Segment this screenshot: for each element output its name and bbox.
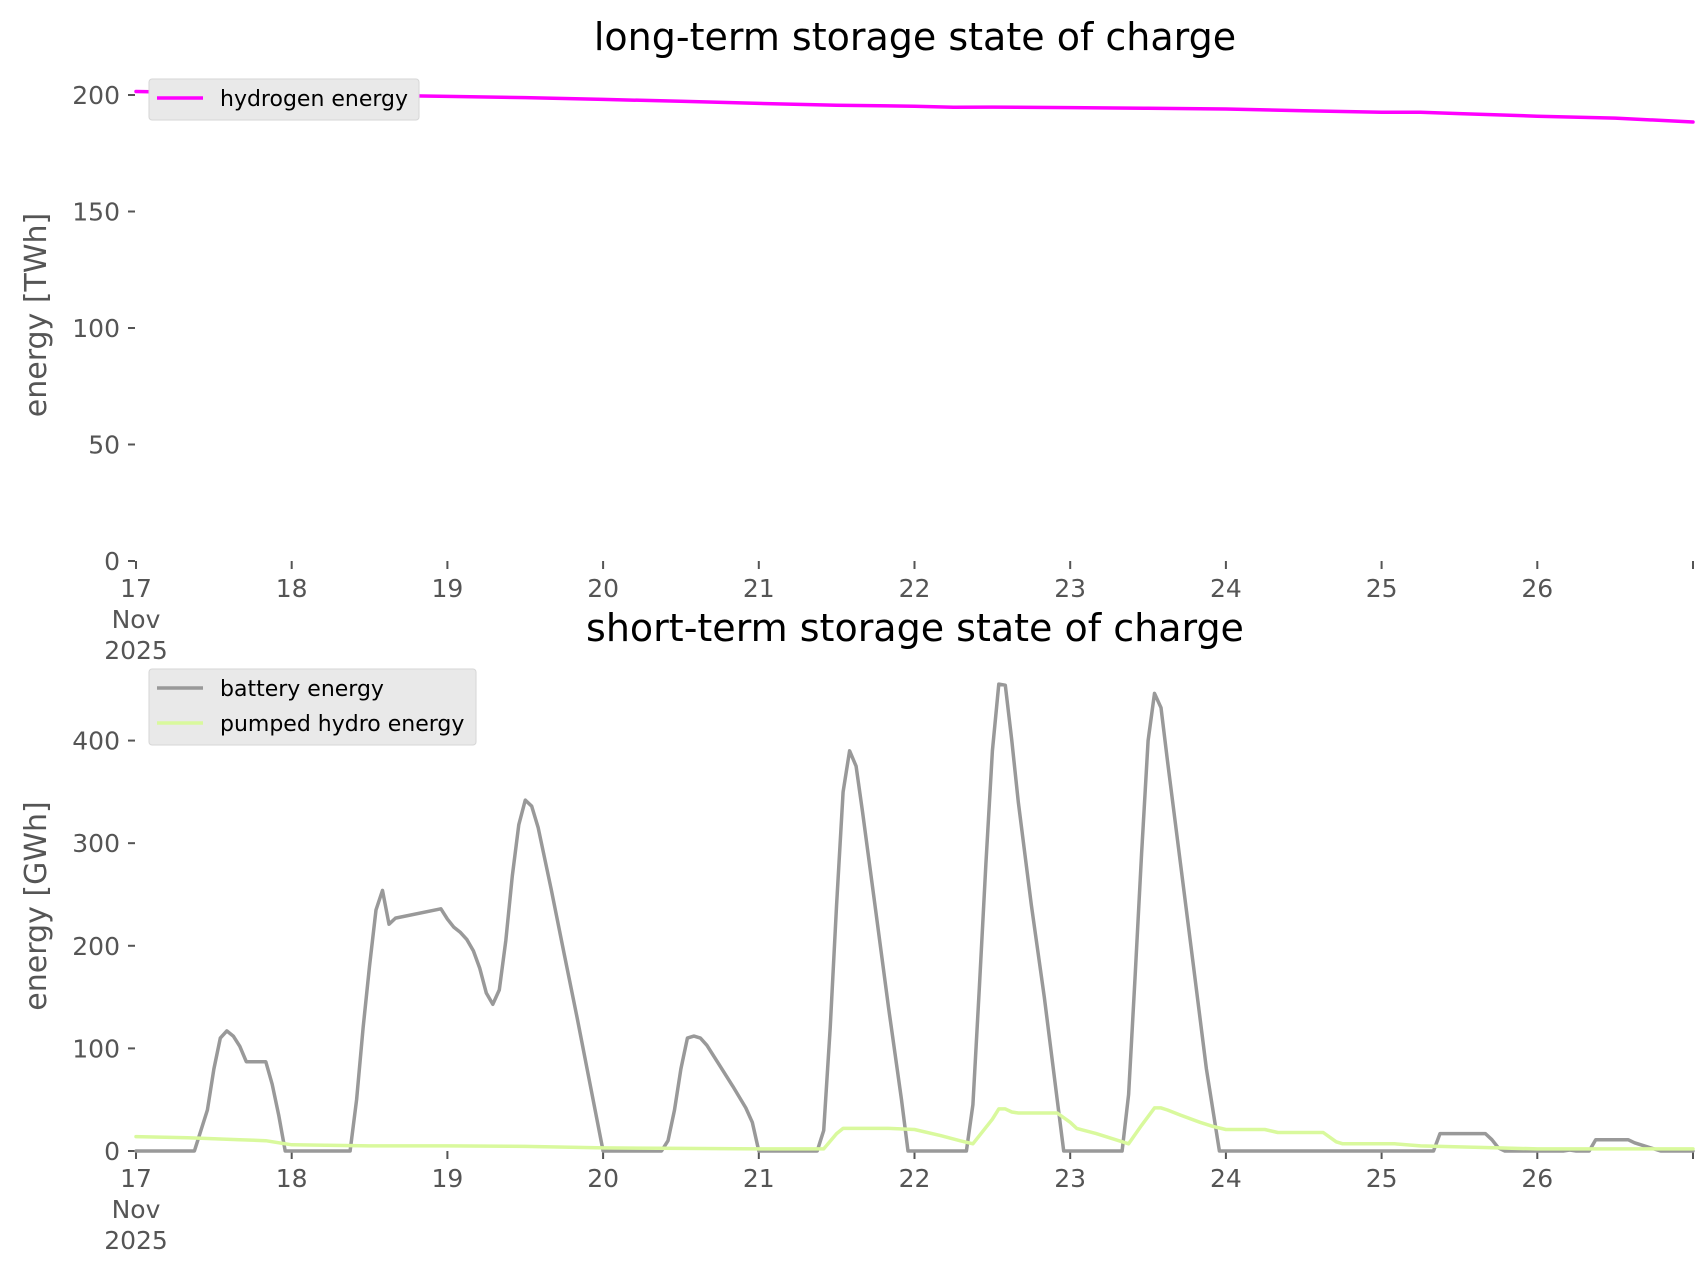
short-term-x-tick-label: Nov <box>112 1195 161 1224</box>
long-term-x-tick-label: 23 <box>1054 574 1086 603</box>
long-term-y-tick-label: 0 <box>104 547 120 576</box>
short-term-x-tick-label: 26 <box>1521 1164 1553 1193</box>
legend-label-pumped-hydro: pumped hydro energy <box>220 712 464 737</box>
short-term-x-tick-label: 23 <box>1054 1164 1086 1193</box>
long-term-y-tick-label: 200 <box>72 81 120 110</box>
short-term-x-tick-label: 17 <box>120 1164 152 1193</box>
short-term-x-tick-label: 19 <box>431 1164 463 1193</box>
long-term-y-ticks: 0 50 100 150 200 <box>72 81 135 576</box>
long-term-series-group <box>134 89 1695 124</box>
long-term-x-tick-label: 21 <box>743 574 775 603</box>
long-term-x-tick-label: Nov <box>112 605 161 634</box>
short-term-y-ticks: 0 100 200 300 400 <box>72 727 135 1166</box>
long-term-x-tick-label: 24 <box>1210 574 1242 603</box>
long-term-x-tick-label: 19 <box>431 574 463 603</box>
short-term-series-battery-energy <box>134 682 1695 1153</box>
short-term-series-group <box>134 682 1695 1153</box>
short-term-panel: short-term storage state of charge energ… <box>19 606 1695 1255</box>
short-term-x-tick-label: 22 <box>899 1164 931 1193</box>
short-term-x-tick-label: 20 <box>587 1164 619 1193</box>
long-term-series-hydrogen-energy <box>134 89 1695 124</box>
short-term-y-tick-label: 0 <box>104 1137 120 1166</box>
short-term-x-tick-label: 2025 <box>104 1226 168 1255</box>
long-term-x-tick-label: 20 <box>587 574 619 603</box>
legend-label-battery: battery energy <box>220 677 384 702</box>
short-term-y-tick-label: 300 <box>72 829 120 858</box>
short-term-legend-box <box>148 668 477 746</box>
long-term-legend-box <box>148 78 420 121</box>
legend-label-hydrogen: hydrogen energy <box>220 87 408 112</box>
short-term-x-tick-label: 24 <box>1210 1164 1242 1193</box>
short-term-x-tick-label: 25 <box>1366 1164 1398 1193</box>
short-term-legend: battery energy pumped hydro energy <box>148 668 477 746</box>
long-term-x-tick-label: 2025 <box>104 636 168 665</box>
short-term-series-pumped-hydro-energy <box>134 1106 1695 1151</box>
long-term-y-axis-label: energy [TWh] <box>19 213 54 417</box>
long-term-x-tick-label: 26 <box>1521 574 1553 603</box>
short-term-chart-title: short-term storage state of charge <box>586 606 1244 650</box>
short-term-y-tick-label: 400 <box>72 727 120 756</box>
long-term-x-tick-label: 25 <box>1366 574 1398 603</box>
long-term-y-tick-label: 150 <box>72 198 120 227</box>
short-term-y-tick-label: 200 <box>72 932 120 961</box>
long-term-y-tick-label: 100 <box>72 314 120 343</box>
long-term-x-tick-label: 17 <box>120 574 152 603</box>
long-term-legend: hydrogen energy <box>148 78 420 121</box>
long-term-chart-title: long-term storage state of charge <box>594 15 1236 59</box>
long-term-panel: long-term storage state of charge energy… <box>19 15 1695 665</box>
short-term-y-axis-label: energy [GWh] <box>19 801 54 1010</box>
long-term-x-tick-label: 18 <box>276 574 308 603</box>
long-term-x-tick-label: 22 <box>899 574 931 603</box>
short-term-x-tick-label: 18 <box>276 1164 308 1193</box>
short-term-y-tick-label: 100 <box>72 1034 120 1063</box>
short-term-x-tick-label: 21 <box>743 1164 775 1193</box>
long-term-y-tick-label: 50 <box>88 431 120 460</box>
